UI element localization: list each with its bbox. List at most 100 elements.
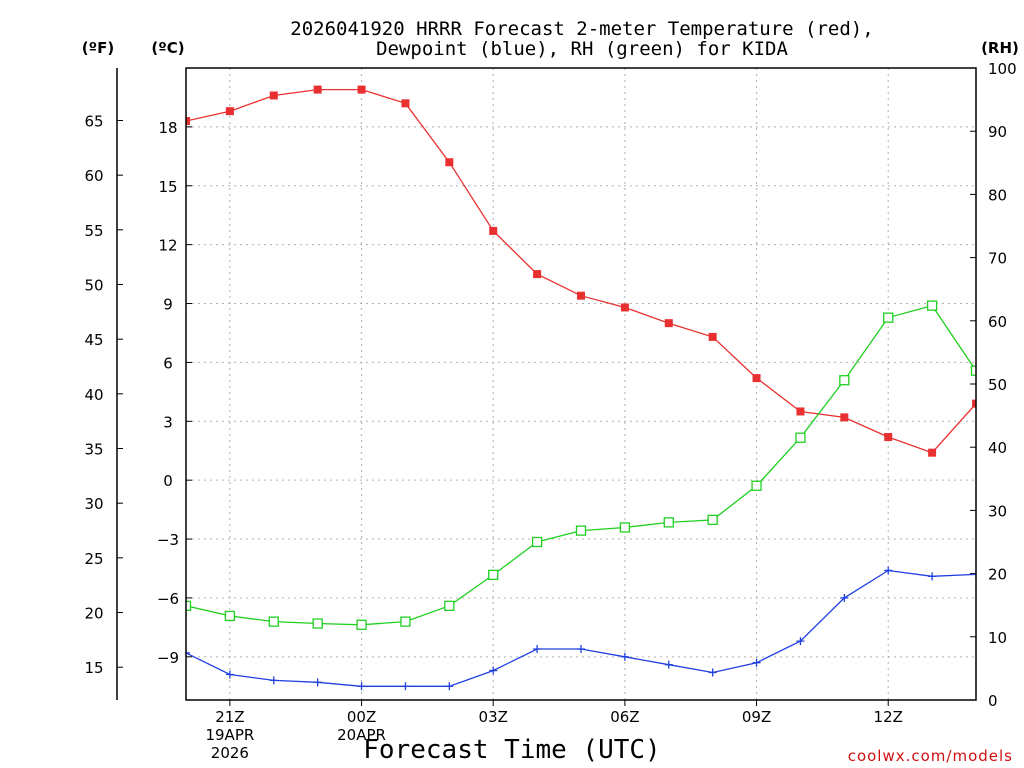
temperature-point-7 <box>489 226 498 235</box>
temperature-point-5 <box>401 99 410 108</box>
temperature-point-17 <box>928 448 937 457</box>
rh-point-18 <box>970 365 976 376</box>
rh-tick-label-5: 50 <box>988 376 1007 394</box>
dewpoint-point-3 <box>313 678 322 687</box>
fahrenheit-axis-unit: (ºF) <box>82 39 114 57</box>
rh-tick-label-0: 0 <box>988 692 998 710</box>
c-tick-label-2: −3 <box>157 531 179 549</box>
f-tick-label-10: 65 <box>84 112 103 130</box>
rh-point-2 <box>268 616 279 627</box>
x-tick-label-0-0: 21Z <box>215 708 244 726</box>
rh-tick-label-8: 80 <box>988 186 1007 204</box>
dewpoint-point-2 <box>269 676 278 685</box>
dewpoint-point-5 <box>401 682 410 691</box>
rh-point-3 <box>312 618 323 629</box>
chart-title-line2: Dewpoint (blue), RH (green) for KIDA <box>376 38 788 60</box>
rh-point-16 <box>883 312 894 323</box>
rh-point-14 <box>795 432 806 443</box>
rh-point-7 <box>488 569 499 581</box>
x-tick-label-0-2: 2026 <box>211 744 249 762</box>
temperature-point-1 <box>225 107 234 116</box>
temperature-point-13 <box>752 374 761 383</box>
rh-tick-label-6: 60 <box>988 313 1007 331</box>
x-tick-label-4-0: 09Z <box>742 708 771 726</box>
dewpoint-point-18 <box>972 570 976 579</box>
series-group <box>186 85 976 691</box>
dewpoint-series-line <box>186 569 976 687</box>
rh-point-9 <box>575 525 587 536</box>
c-tick-label-8: 15 <box>158 178 177 196</box>
rh-point-13 <box>751 480 762 491</box>
rh-point-1 <box>224 610 236 622</box>
f-tick-label-8: 55 <box>84 222 103 240</box>
x-tick-label-5-0: 12Z <box>874 708 903 726</box>
c-tick-label-4: 3 <box>163 413 173 431</box>
rh-tick-label-4: 40 <box>988 439 1007 457</box>
chart-title-line1: 2026041920 HRRR Forecast 2-meter Tempera… <box>290 18 873 40</box>
rh-point-17 <box>926 300 938 311</box>
rh-point-4 <box>356 619 367 630</box>
rh-point-10 <box>619 522 631 533</box>
dewpoint-point-7 <box>489 666 498 675</box>
c-tick-label-6: 9 <box>163 296 173 314</box>
celsius-axis-unit: (ºC) <box>151 39 184 57</box>
rh-series-line <box>186 304 976 626</box>
dewpoint-point-14 <box>796 637 805 646</box>
f-tick-label-6: 45 <box>84 331 103 349</box>
rh-tick-label-2: 20 <box>988 566 1007 584</box>
rh-point-12 <box>707 514 718 526</box>
x-tick-label-3-0: 06Z <box>610 708 639 726</box>
rh-point-0 <box>186 600 192 611</box>
axes <box>116 67 976 706</box>
dewpoint-point-15 <box>840 593 849 602</box>
rh-axis-unit: (RH) <box>981 39 1019 57</box>
rh-point-6 <box>444 600 455 611</box>
f-tick-label-4: 35 <box>84 441 103 459</box>
dewpoint-point-6 <box>445 682 454 691</box>
f-tick-label-2: 25 <box>84 550 103 568</box>
temperature-series-line <box>186 88 976 454</box>
temperature-point-8 <box>533 270 542 279</box>
x-axis-label: Forecast Time (UTC) <box>363 735 660 765</box>
dewpoint-point-17 <box>928 572 937 581</box>
rh-tick-label-3: 30 <box>988 502 1007 520</box>
rh-point-5 <box>400 616 411 627</box>
dewpoint-point-13 <box>752 658 761 667</box>
temperature-point-14 <box>796 407 805 416</box>
x-tick-label-1-0: 00Z <box>347 708 376 726</box>
f-tick-label-5: 40 <box>84 386 103 404</box>
c-tick-label-3: 0 <box>163 472 173 490</box>
dewpoint-point-0 <box>186 648 190 657</box>
temperature-point-15 <box>840 413 849 422</box>
x-tick-label-0-1: 19APR <box>205 726 254 744</box>
dewpoint-point-12 <box>708 668 717 677</box>
rh-tick-label-1: 10 <box>988 629 1007 647</box>
temperature-point-10 <box>620 303 629 312</box>
dewpoint-point-16 <box>884 566 893 575</box>
f-tick-label-0: 15 <box>84 659 103 677</box>
f-tick-label-3: 30 <box>84 495 103 513</box>
temperature-point-3 <box>313 85 322 94</box>
x-tick-label-1-1: 20APR <box>337 726 386 744</box>
dewpoint-point-8 <box>533 644 542 653</box>
temperature-point-11 <box>664 319 673 328</box>
rh-tick-label-7: 70 <box>988 250 1007 268</box>
temperature-point-16 <box>884 432 893 441</box>
dewpoint-point-9 <box>577 644 585 653</box>
dewpoint-point-4 <box>357 682 366 691</box>
f-tick-label-7: 50 <box>84 276 103 294</box>
x-tick-label-2-0: 03Z <box>479 708 508 726</box>
f-tick-label-1: 20 <box>84 605 103 623</box>
dewpoint-point-11 <box>664 660 673 669</box>
rh-point-15 <box>839 375 850 386</box>
dewpoint-point-10 <box>620 652 629 661</box>
f-tick-label-9: 60 <box>84 167 103 185</box>
temperature-point-9 <box>577 291 585 300</box>
c-tick-label-9: 18 <box>158 119 177 137</box>
rh-point-11 <box>663 517 674 528</box>
c-tick-label-1: −6 <box>157 590 179 608</box>
temperature-point-2 <box>269 91 278 100</box>
rh-tick-label-10: 100 <box>988 60 1017 78</box>
